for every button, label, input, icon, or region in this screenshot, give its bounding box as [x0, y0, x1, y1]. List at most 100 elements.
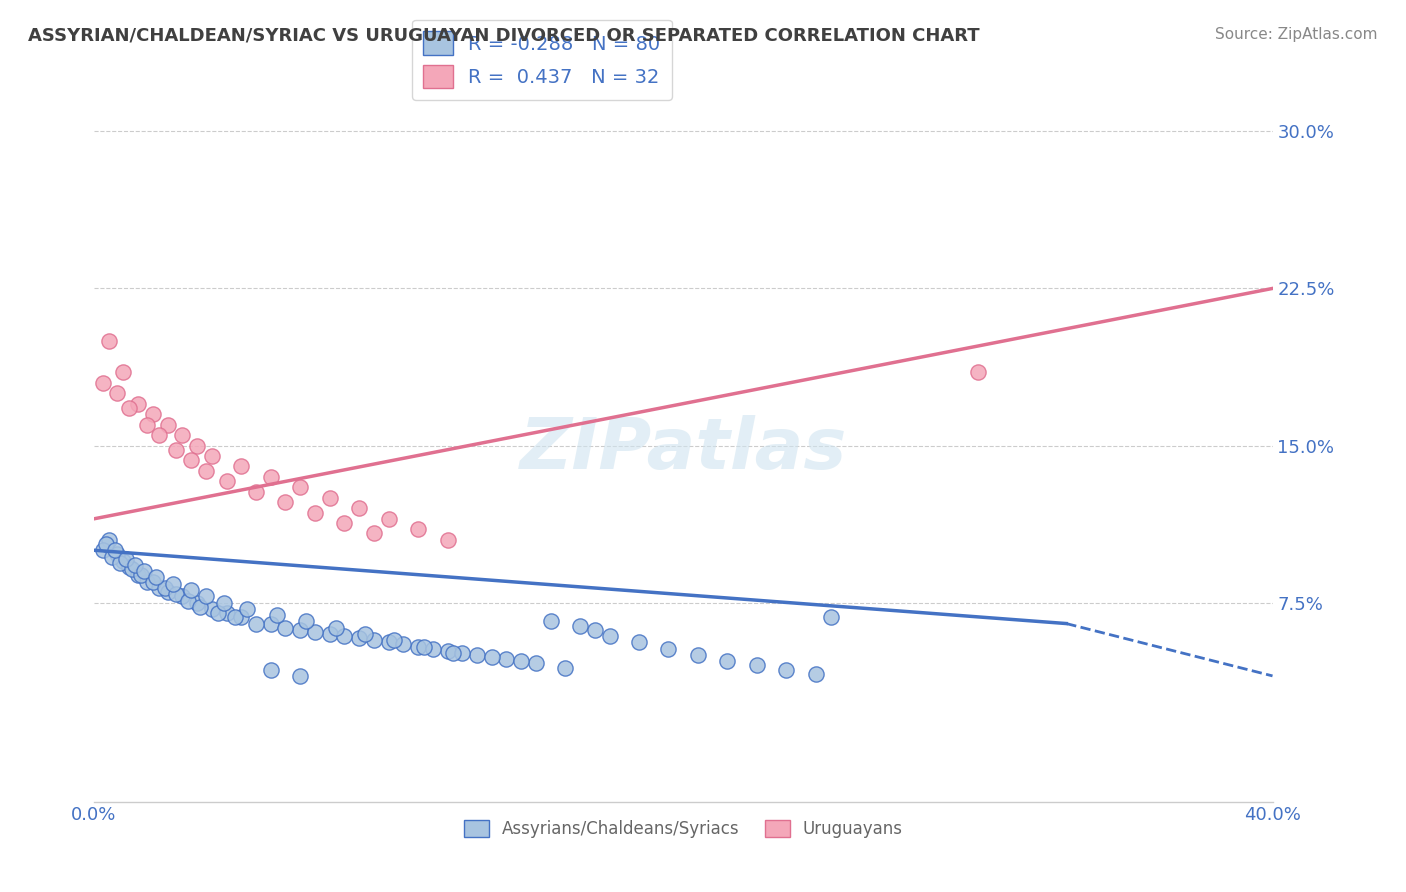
- Point: [406, 522, 429, 536]
- Point: [212, 596, 235, 610]
- Point: [201, 602, 224, 616]
- Point: [177, 593, 200, 607]
- Point: [657, 641, 679, 656]
- Point: [194, 464, 217, 478]
- Point: [165, 442, 187, 457]
- Point: [115, 551, 138, 566]
- Point: [686, 648, 709, 662]
- Point: [142, 407, 165, 421]
- Point: [377, 512, 399, 526]
- Point: [325, 621, 347, 635]
- Point: [215, 474, 238, 488]
- Point: [290, 623, 312, 637]
- Point: [510, 654, 533, 668]
- Point: [207, 606, 229, 620]
- Point: [540, 615, 562, 629]
- Point: [145, 570, 167, 584]
- Point: [318, 491, 340, 505]
- Point: [236, 602, 259, 616]
- Point: [186, 596, 208, 610]
- Point: [245, 616, 267, 631]
- Point: [180, 453, 202, 467]
- Point: [260, 470, 283, 484]
- Point: [820, 610, 842, 624]
- Point: [148, 428, 170, 442]
- Point: [121, 562, 143, 576]
- Point: [127, 568, 149, 582]
- Point: [165, 587, 187, 601]
- Point: [129, 568, 152, 582]
- Point: [274, 621, 297, 635]
- Point: [194, 590, 217, 604]
- Point: [583, 623, 606, 637]
- Point: [333, 629, 356, 643]
- Point: [231, 459, 253, 474]
- Point: [124, 558, 146, 572]
- Point: [384, 633, 406, 648]
- Point: [100, 549, 122, 564]
- Text: ASSYRIAN/CHALDEAN/SYRIAC VS URUGUAYAN DIVORCED OR SEPARATED CORRELATION CHART: ASSYRIAN/CHALDEAN/SYRIAC VS URUGUAYAN DI…: [28, 27, 980, 45]
- Point: [231, 610, 253, 624]
- Point: [224, 610, 246, 624]
- Point: [180, 582, 202, 597]
- Point: [554, 660, 576, 674]
- Point: [132, 564, 155, 578]
- Point: [465, 648, 488, 662]
- Point: [304, 624, 326, 639]
- Point: [304, 506, 326, 520]
- Legend: Assyrians/Chaldeans/Syriacs, Uruguayans: Assyrians/Chaldeans/Syriacs, Uruguayans: [457, 813, 910, 845]
- Point: [354, 627, 377, 641]
- Point: [156, 417, 179, 432]
- Point: [274, 495, 297, 509]
- Point: [333, 516, 356, 530]
- Point: [245, 484, 267, 499]
- Point: [363, 633, 385, 648]
- Point: [260, 616, 283, 631]
- Point: [91, 543, 114, 558]
- Point: [295, 615, 318, 629]
- Point: [136, 417, 159, 432]
- Point: [804, 666, 827, 681]
- Point: [162, 576, 184, 591]
- Point: [172, 428, 194, 442]
- Point: [318, 627, 340, 641]
- Point: [103, 543, 125, 558]
- Point: [599, 629, 621, 643]
- Point: [97, 334, 120, 348]
- Point: [201, 449, 224, 463]
- Point: [495, 652, 517, 666]
- Point: [775, 663, 797, 677]
- Point: [127, 397, 149, 411]
- Point: [156, 585, 179, 599]
- Point: [112, 554, 135, 568]
- Point: [186, 438, 208, 452]
- Point: [347, 631, 370, 645]
- Point: [148, 581, 170, 595]
- Point: [172, 590, 194, 604]
- Point: [392, 638, 415, 652]
- Point: [290, 669, 312, 683]
- Point: [441, 646, 464, 660]
- Point: [142, 574, 165, 589]
- Point: [188, 599, 211, 614]
- Point: [112, 365, 135, 379]
- Point: [967, 365, 990, 379]
- Point: [118, 401, 141, 415]
- Point: [436, 533, 458, 547]
- Point: [107, 548, 129, 562]
- Point: [260, 663, 283, 677]
- Text: ZIPatlas: ZIPatlas: [520, 415, 846, 484]
- Point: [716, 654, 738, 668]
- Point: [377, 635, 399, 649]
- Point: [91, 376, 114, 390]
- Point: [107, 386, 129, 401]
- Point: [94, 537, 117, 551]
- Point: [110, 556, 132, 570]
- Point: [136, 574, 159, 589]
- Point: [481, 650, 503, 665]
- Point: [118, 560, 141, 574]
- Point: [745, 658, 768, 673]
- Point: [266, 608, 288, 623]
- Point: [451, 646, 474, 660]
- Point: [422, 641, 444, 656]
